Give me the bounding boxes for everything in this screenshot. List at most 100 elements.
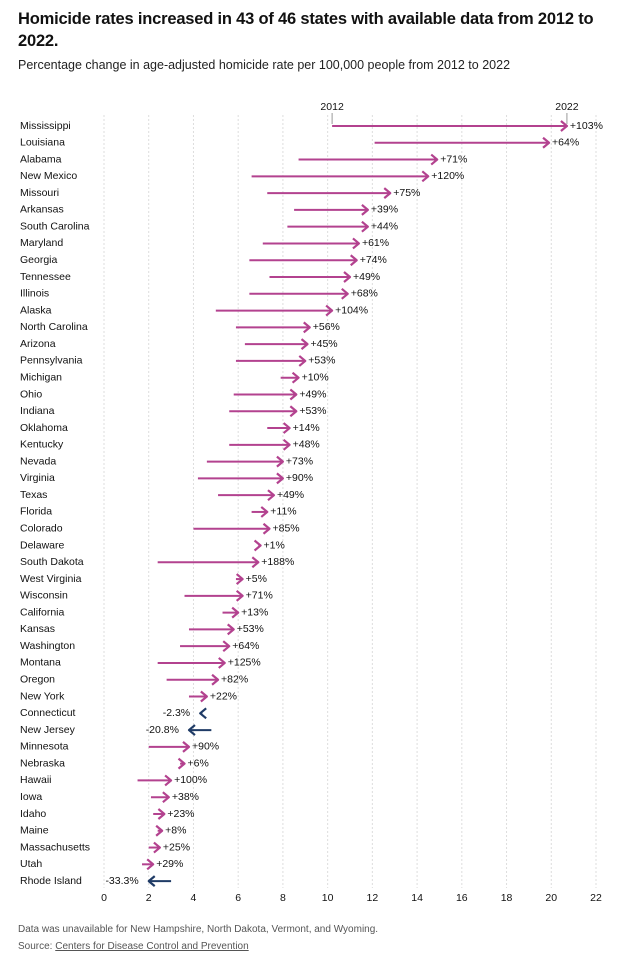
value-label: +103% (570, 120, 603, 132)
value-label: +73% (286, 455, 313, 467)
arrow-head (325, 304, 334, 317)
arrow-head (157, 808, 166, 820)
value-label: +82% (221, 674, 248, 686)
category-label: Rhode Island (20, 875, 82, 887)
value-label: +71% (440, 153, 467, 165)
value-label: +71% (246, 590, 273, 602)
arrow-head (383, 187, 392, 199)
arrow-head (200, 690, 208, 703)
arrow-head (260, 506, 269, 518)
value-label: +49% (277, 489, 304, 501)
value-label: -2.3% (163, 707, 190, 719)
category-label: Louisiana (20, 137, 65, 149)
value-label: +64% (552, 137, 579, 149)
arrow-head (430, 153, 439, 166)
value-label: +45% (311, 338, 338, 350)
category-label: Oklahoma (20, 422, 68, 434)
x-tick-label: 14 (411, 892, 423, 904)
arrow-head (162, 791, 170, 804)
arrow-head (343, 271, 352, 283)
arrow-head (300, 338, 309, 350)
arrow-head (187, 724, 196, 736)
value-label: +25% (163, 841, 190, 853)
category-label: New Mexico (20, 170, 77, 182)
value-label: -20.8% (146, 724, 179, 736)
value-label: +29% (156, 858, 183, 870)
category-label: Ohio (20, 388, 42, 400)
category-label: Colorado (20, 523, 63, 535)
arrow-head (291, 371, 300, 384)
value-label: +22% (210, 690, 237, 702)
x-tick-label: 10 (322, 892, 334, 904)
category-label: Connecticut (20, 707, 76, 719)
category-label: New Jersey (20, 724, 76, 736)
arrow-head (155, 824, 164, 837)
value-label: +100% (174, 774, 207, 786)
x-tick-label: 0 (101, 892, 107, 904)
value-label: +104% (335, 304, 368, 316)
value-label: +74% (360, 254, 387, 266)
category-label: Massachusetts (20, 841, 90, 853)
category-label: North Carolina (20, 321, 88, 333)
arrow-head (276, 472, 285, 485)
arrow-head (361, 204, 369, 216)
arrow-head (421, 170, 430, 183)
arrow-head (211, 673, 220, 686)
arrow-head (251, 556, 260, 569)
category-label: Washington (20, 640, 75, 652)
series-label: 2012 (320, 101, 344, 113)
source-link[interactable]: Centers for Disease Control and Preventi… (55, 941, 249, 952)
arrow-head (182, 741, 191, 753)
arrow-head (303, 321, 311, 334)
value-label: +14% (293, 422, 320, 434)
value-label: +5% (246, 573, 267, 585)
category-label: Kentucky (20, 439, 64, 451)
value-label: +49% (353, 271, 380, 283)
x-tick-label: 2 (146, 892, 152, 904)
arrow-head (298, 355, 307, 367)
value-label: +53% (299, 405, 326, 417)
arrow-head (164, 774, 173, 787)
series-label: 2022 (555, 101, 579, 113)
category-label: Virginia (20, 472, 55, 484)
category-label: California (20, 606, 65, 618)
value-label: +56% (313, 321, 340, 333)
note: Data was unavailable for New Hampshire, … (18, 924, 379, 935)
category-label: Michigan (20, 371, 62, 383)
value-label: +23% (167, 808, 194, 820)
x-tick-label: 8 (280, 892, 286, 904)
category-label: Maryland (20, 237, 63, 249)
arrow-head (235, 589, 244, 602)
arrow-head (218, 657, 226, 669)
value-label: +49% (299, 388, 326, 400)
value-label: +6% (188, 757, 209, 769)
category-label: Idaho (20, 808, 46, 820)
arrow-head (227, 623, 235, 636)
arrow-head (282, 438, 291, 451)
arrow-head (147, 875, 156, 887)
x-tick-label: 16 (456, 892, 468, 904)
category-label: Alaska (20, 304, 52, 316)
arrow-head (199, 707, 207, 720)
category-label: Delaware (20, 539, 65, 551)
arrow-head (222, 640, 231, 653)
category-label: Wisconsin (20, 590, 68, 602)
value-label: +90% (286, 472, 313, 484)
value-label: +48% (293, 439, 320, 451)
arrow-head (341, 287, 349, 300)
value-label: +120% (431, 170, 464, 182)
category-label: Nevada (20, 455, 56, 467)
category-label: Iowa (20, 791, 42, 803)
value-label: +44% (371, 220, 398, 232)
category-label: Indiana (20, 405, 55, 417)
category-label: Minnesota (20, 741, 69, 753)
category-label: Nebraska (20, 757, 65, 769)
source-label: Source: (18, 941, 53, 952)
arrow-head (177, 757, 186, 770)
arrow-head (289, 388, 298, 401)
arrow-head (361, 220, 369, 233)
value-label: +53% (308, 355, 335, 367)
value-label: +11% (270, 506, 296, 518)
category-label: Arkansas (20, 204, 64, 216)
